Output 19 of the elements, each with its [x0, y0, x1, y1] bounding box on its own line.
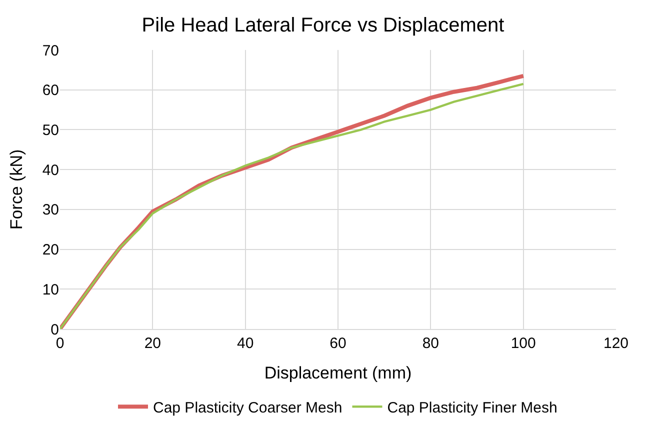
- x-tick-label: 80: [422, 335, 440, 352]
- y-tick-label: 20: [42, 242, 59, 259]
- y-tick-label: 0: [50, 321, 59, 338]
- x-tick-label: 60: [330, 335, 346, 352]
- y-axis-title: Force (kN): [6, 149, 26, 230]
- legend-label: Cap Plasticity Finer Mesh: [387, 399, 558, 416]
- chart-title: Pile Head Lateral Force vs Displacement: [142, 14, 505, 36]
- x-tick-label: 100: [510, 335, 536, 352]
- y-tick-label: 30: [42, 202, 59, 219]
- y-tick-label: 50: [42, 122, 59, 139]
- y-tick-label: 60: [42, 82, 59, 100]
- y-tick-label: 70: [42, 42, 59, 60]
- x-axis-title: Displacement (mm): [264, 363, 412, 382]
- y-tick-label: 40: [42, 162, 59, 179]
- x-tick-label: 40: [236, 335, 254, 352]
- legend-label: Cap Plasticity Coarser Mesh: [153, 399, 342, 416]
- x-tick-label: 120: [603, 335, 629, 352]
- y-tick-label: 10: [42, 281, 59, 298]
- x-tick-label: 20: [144, 335, 162, 352]
